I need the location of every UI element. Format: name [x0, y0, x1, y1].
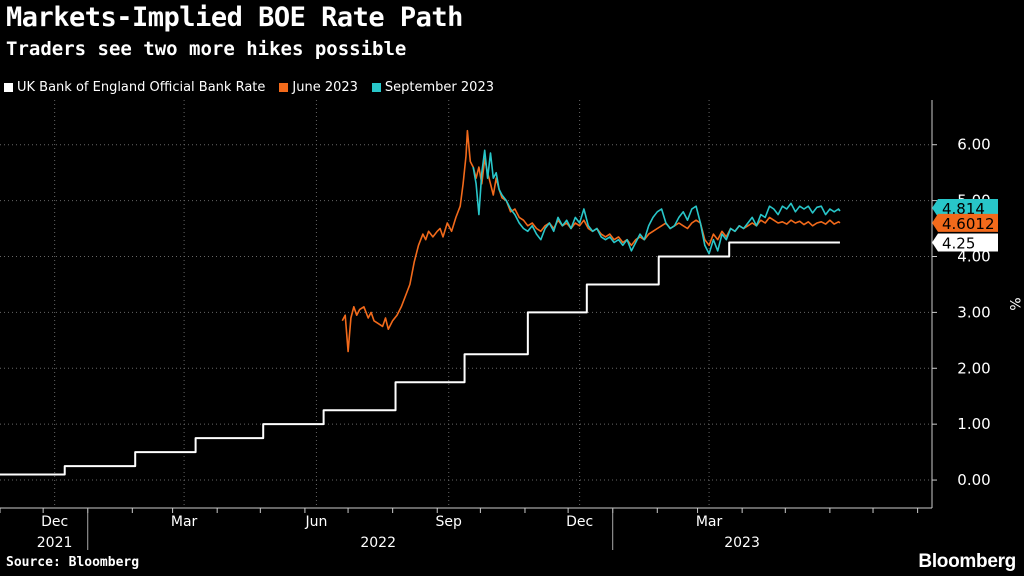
legend-swatch-june-2023 [279, 82, 289, 92]
legend-swatch-bank-rate [4, 82, 13, 92]
last-value-tag-bg-2 [932, 198, 998, 217]
legend-label-september-2023: September 2023 [384, 79, 494, 95]
y-tick-label: 4.00 [957, 247, 990, 265]
x-tick-label: Mar [696, 514, 723, 530]
y-tick-label: 3.00 [957, 303, 990, 321]
y-tick-label: 2.00 [957, 359, 990, 377]
chart-subtitle: Traders see two more hikes possible [6, 38, 407, 60]
chart-title: Markets-Implied BOE Rate Path [6, 2, 463, 33]
x-tick-label: Mar [171, 514, 198, 530]
series-line-1 [341, 129, 841, 353]
x-tick-label: Sep [436, 514, 463, 530]
y-tick-label: 1.00 [957, 415, 990, 433]
x-year-label: 2021 [37, 535, 73, 551]
x-tick-label: Dec [566, 514, 593, 530]
x-year-label: 2022 [360, 535, 396, 551]
last-value-tag-bg-0 [932, 233, 998, 252]
last-value-tag-label-2: 4.814 [942, 200, 985, 218]
x-tick-label: Dec [41, 514, 68, 530]
x-tick-label: Jun [304, 514, 327, 530]
y-tick-label: 0.00 [957, 471, 990, 489]
legend-swatch-september-2023 [371, 82, 381, 92]
last-value-tag-label-0: 4.25 [942, 235, 975, 253]
legend-label-june-2023: June 2023 [292, 79, 358, 95]
series-line-0 [0, 241, 840, 476]
legend-item-bank-rate: UK Bank of England Official Bank Rate [4, 80, 265, 95]
series-line-2 [472, 149, 841, 255]
y-axis-unit-label: % [1006, 297, 1022, 310]
y-tick-label: 6.00 [957, 136, 990, 154]
last-value-tag-bg-1 [932, 213, 998, 232]
legend-label-bank-rate: UK Bank of England Official Bank Rate [17, 79, 266, 95]
legend-item-september-2023: September 2023 [371, 79, 494, 95]
x-year-label: 2023 [724, 535, 760, 551]
legend: UK Bank of England Official Bank Rate Ju… [4, 77, 494, 97]
last-value-tag-label-1: 4.6012 [942, 215, 995, 233]
source-note: Source: Bloomberg [6, 555, 140, 570]
brand-logo: Bloomberg [918, 551, 1016, 572]
legend-item-june-2023: June 2023 [279, 80, 358, 95]
